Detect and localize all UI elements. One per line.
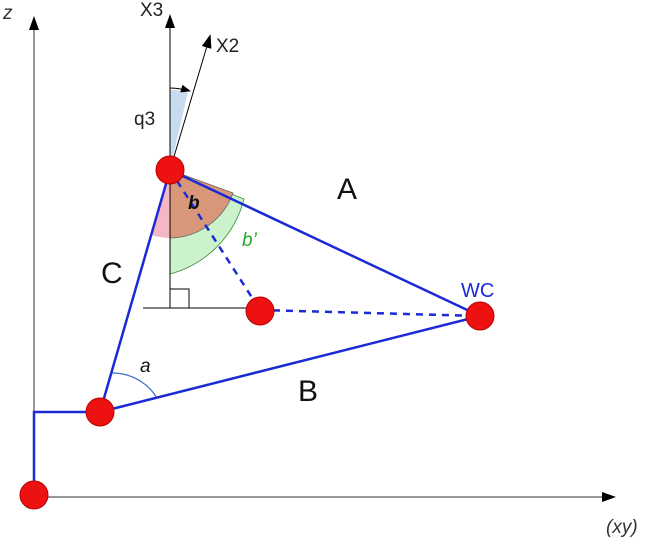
angle-b-sector [169,169,234,239]
side-b-label: B [298,375,318,408]
side-a-label: A [337,173,357,206]
z-axis-label: z [2,3,13,24]
side-a-link [169,168,481,318]
right-angle-marker [170,288,190,308]
joint-2 [85,397,115,427]
wrist-center-joint [465,301,495,331]
x2-axis [169,34,212,171]
angle-a-arc [111,372,158,399]
angle-q3-sector [170,89,188,170]
origin-joint [19,480,49,510]
angle-a-label: a [140,356,151,377]
x3-label: X3 [140,0,163,21]
base-link [32,410,100,497]
angle-b-label: b [188,193,200,214]
offset-joint [245,296,275,326]
q3-rotation-arrow [169,84,191,93]
wrist-center-label: WC [461,280,494,302]
side-b-link [99,314,481,414]
x2-label: X2 [216,36,239,57]
xy-axis-label: (xy) [606,517,638,538]
side-c-link [98,169,172,413]
dashed-line-to-offset [168,169,262,311]
side-c-label: C [101,257,123,290]
angle-b-prime-label: b’ [242,230,258,251]
joint-3 [155,155,185,185]
dashed-line-offset-to-wc [259,308,481,318]
q3-label: q3 [134,109,155,130]
